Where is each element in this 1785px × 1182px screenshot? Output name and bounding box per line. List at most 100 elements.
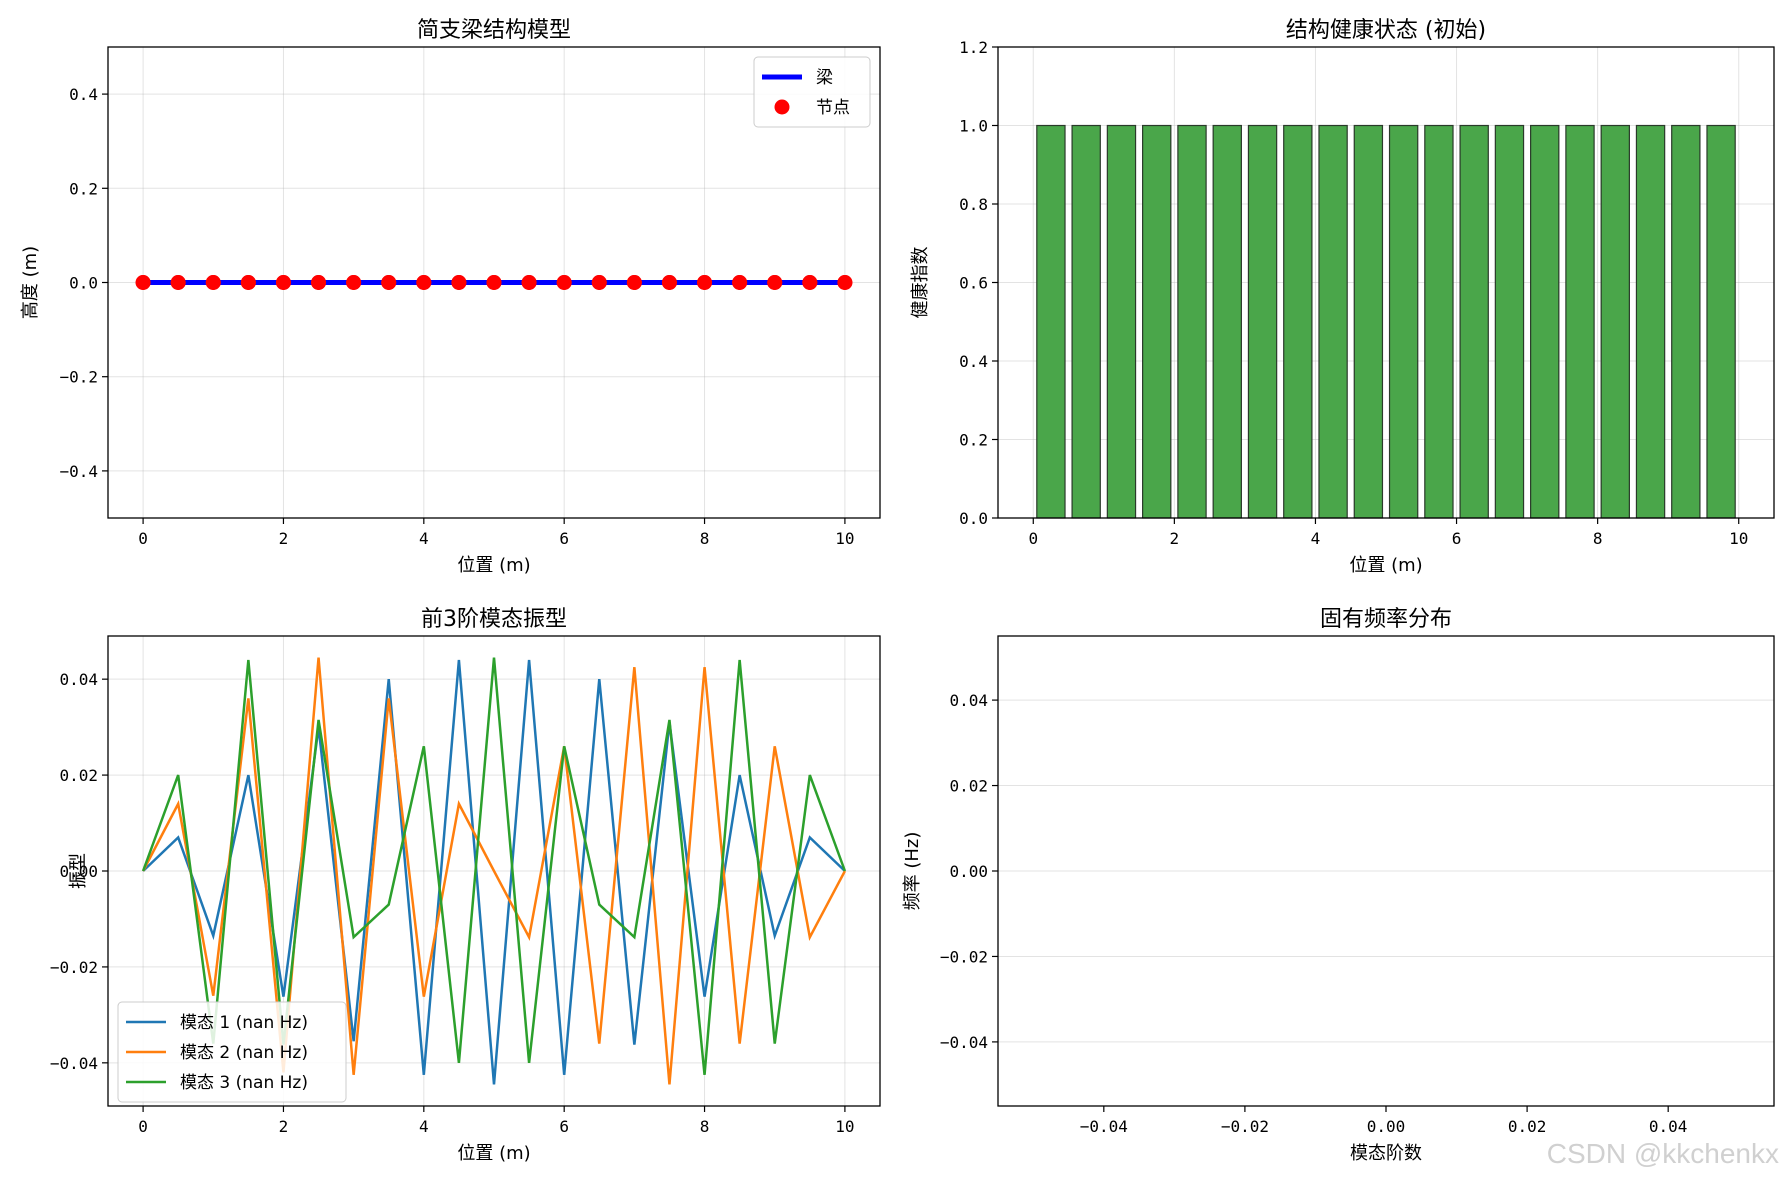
y-axis-label: 健康指数: [910, 247, 931, 319]
node-point: [451, 275, 467, 290]
node-point: [591, 275, 607, 290]
bar: [1388, 124, 1419, 519]
x-tick-label: 6: [559, 1117, 569, 1136]
bar: [1494, 124, 1525, 519]
y-tick-label: 0.00: [949, 862, 988, 881]
y-tick-label: 0.2: [959, 431, 988, 450]
x-tick-label: 0: [138, 529, 148, 548]
y-tick-label: −0.4: [59, 462, 98, 481]
bar: [1600, 124, 1630, 519]
bar: [1424, 124, 1454, 519]
y-tick-label: 0.00: [59, 862, 98, 881]
x-tick-label: 2: [279, 529, 289, 548]
bar: [1212, 124, 1242, 519]
legend: 模态 1 (nan Hz) 模态 2 (nan Hz) 模态 3 (nan Hz): [117, 1001, 347, 1103]
node-point: [661, 275, 677, 290]
x-tick-label: 6: [559, 529, 569, 548]
y-tick-label: 0.02: [949, 777, 988, 796]
x-tick-label: 8: [1593, 529, 1603, 548]
y-tick-label: 0.04: [59, 670, 98, 689]
ticks: 0 2 4 6 8 10 −0.4 −0.2 0.0 0.2 0.4: [59, 85, 854, 548]
chart-title: 结构健康状态 (初始): [1286, 18, 1486, 43]
watermark: CSDN @kkchenkx: [1546, 1138, 1779, 1169]
x-tick-label: 2: [1170, 529, 1180, 548]
node-point: [346, 275, 362, 290]
legend: 梁节点: [753, 56, 871, 128]
chart-title: 前3阶模态振型: [421, 607, 567, 632]
y-tick-label: 1.0: [959, 117, 988, 136]
node-point: [311, 275, 327, 290]
bar: [1318, 124, 1348, 519]
bar: [1706, 124, 1736, 519]
series-line: [141, 657, 847, 1085]
y-tick-label: 0.8: [959, 195, 988, 214]
y-tick-label: −0.04: [940, 1033, 988, 1052]
x-axis-label: 模态阶数: [1350, 1143, 1422, 1164]
data-marks: [135, 275, 853, 290]
chart-title: 固有频率分布: [1320, 607, 1452, 632]
bar: [1247, 124, 1278, 519]
bar: [1106, 124, 1137, 519]
x-tick-label: 0: [138, 1117, 148, 1136]
x-tick-label: 10: [835, 1117, 854, 1136]
ticks: 0 2 4 6 8 10 −0.04 −0.02 0.00 0.02 0.04: [50, 670, 855, 1136]
x-tick-label: 10: [1729, 529, 1748, 548]
y-axis-label: 频率 (Hz): [902, 832, 923, 911]
bar: [1635, 124, 1666, 519]
legend-entry: 模态 3 (nan Hz): [180, 1073, 308, 1093]
x-tick-label: 0.02: [1508, 1117, 1547, 1136]
bar: [1565, 124, 1595, 519]
node-point: [732, 275, 748, 290]
legend-entry: 梁: [816, 68, 833, 88]
data-marks: [1036, 124, 1736, 519]
data-marks: [141, 657, 847, 1085]
ticks: −0.04 −0.02 0.00 0.02 0.04 −0.04 −0.02 0.00 0.02…: [940, 691, 1688, 1136]
y-tick-label: −0.02: [50, 958, 98, 977]
grid: [998, 699, 1774, 1043]
node-point: [381, 275, 397, 290]
node-point: [767, 275, 783, 290]
node-point: [240, 275, 256, 290]
series-line: [142, 659, 846, 1085]
legend-box: [117, 1001, 347, 1103]
bar: [1283, 124, 1313, 519]
series-line: [141, 657, 847, 1075]
node-point: [626, 275, 642, 290]
legend-box: [753, 56, 871, 128]
y-tick-label: 0.2: [69, 179, 98, 198]
x-tick-label: 4: [1311, 529, 1321, 548]
bar: [1036, 124, 1066, 519]
bar: [1671, 124, 1701, 519]
x-tick-label: 0: [1028, 529, 1038, 548]
y-tick-label: 0.6: [959, 274, 988, 293]
node-point: [556, 275, 572, 290]
bar: [1459, 124, 1489, 519]
x-axis-label: 位置 (m): [457, 1143, 530, 1164]
x-tick-label: 0.00: [1367, 1117, 1406, 1136]
legend-marker: [774, 99, 790, 115]
legend-entry: 模态 2 (nan Hz): [180, 1043, 308, 1063]
y-tick-label: 0.0: [69, 274, 98, 293]
health-status-panel: 0 2 4 6 8 10 0.0 0.2 0.4 0.6 0.8 1.0 1.2 结构健康状态 (初始) 位…: [910, 18, 1775, 576]
y-tick-label: 0.04: [949, 691, 988, 710]
y-tick-label: 1.2: [959, 38, 988, 57]
bar: [1177, 124, 1207, 519]
node-point: [205, 275, 221, 290]
x-tick-label: 6: [1452, 529, 1462, 548]
node-point: [486, 275, 502, 290]
y-tick-label: −0.2: [59, 368, 98, 387]
x-tick-label: 10: [835, 529, 854, 548]
chart-title: 简支梁结构模型: [417, 18, 571, 43]
x-tick-label: −0.04: [1080, 1117, 1128, 1136]
node-point: [837, 275, 853, 290]
x-tick-label: 4: [419, 529, 429, 548]
x-tick-label: 8: [700, 1117, 710, 1136]
x-tick-label: −0.02: [1221, 1117, 1269, 1136]
y-tick-label: 0.4: [69, 85, 98, 104]
x-tick-label: 4: [419, 1117, 429, 1136]
node-point: [697, 275, 713, 290]
node-point: [135, 275, 151, 290]
